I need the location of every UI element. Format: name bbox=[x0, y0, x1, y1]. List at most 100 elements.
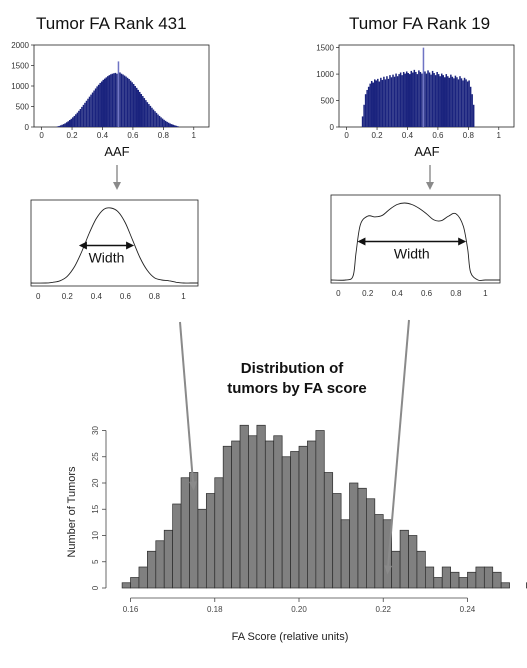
right-hist-bar bbox=[398, 74, 400, 127]
left-hist-bar bbox=[96, 86, 98, 127]
right-hist-bar bbox=[384, 79, 387, 127]
fa-dist-bar bbox=[425, 566, 435, 589]
left-hist-bar bbox=[125, 76, 127, 127]
left-hist-bar bbox=[69, 120, 71, 127]
left-hist-bar bbox=[158, 115, 161, 127]
right-hist-bar bbox=[404, 73, 406, 127]
right-hist-bar bbox=[392, 74, 394, 127]
right-hist-bar bbox=[386, 76, 388, 127]
fa-score-distribution: 0 5 10 15 20 25 30 0.16 0.18 0.20 0.22 0.24 FA Sco… bbox=[66, 424, 527, 643]
right-density-xtick-label: 0.8 bbox=[450, 289, 462, 298]
right-hist-ytick-label: 1000 bbox=[316, 70, 334, 79]
fa-dist-bar bbox=[180, 477, 190, 589]
left-hist-bar bbox=[90, 94, 92, 127]
left-hist-bar bbox=[154, 111, 156, 127]
left-hist-xtick-label: 0.8 bbox=[158, 131, 170, 140]
right-hist-bar bbox=[471, 94, 473, 127]
left-hist-xlabel: AAF bbox=[104, 144, 129, 159]
right-hist-bar bbox=[442, 75, 444, 127]
right-hist-bar bbox=[422, 47, 425, 127]
right-hist-bar bbox=[416, 74, 419, 127]
left-hist-xtick-label: 0.2 bbox=[66, 131, 78, 140]
right-hist-bar bbox=[430, 74, 432, 127]
fa-dist-bar bbox=[130, 577, 140, 589]
fa-dist-bar bbox=[416, 550, 426, 589]
fa-dist-bar bbox=[391, 550, 401, 589]
left-to-dist-arrow bbox=[179, 321, 197, 491]
fa-dist-xtick-label: 0.18 bbox=[207, 605, 223, 614]
right-density-xtick-label: 0.6 bbox=[421, 289, 433, 298]
left-hist-bar bbox=[116, 73, 118, 127]
left-density-xtick-label: 0.2 bbox=[62, 292, 74, 301]
left-hist-bar bbox=[123, 75, 126, 127]
fa-dist-bar bbox=[281, 456, 291, 589]
fa-dist-bar bbox=[500, 582, 510, 589]
left-hist-ytick-label: 1000 bbox=[11, 82, 29, 91]
fa-dist-bar bbox=[231, 440, 241, 589]
right-hist-xtick-label: 1 bbox=[497, 131, 502, 140]
left-hist-bar bbox=[111, 73, 114, 127]
fa-dist-bar bbox=[450, 571, 460, 589]
right-hist-ytick-label: 0 bbox=[330, 123, 335, 132]
fa-dist-ytick-label: 10 bbox=[91, 531, 100, 540]
left-hist-xtick-label: 1 bbox=[192, 131, 197, 140]
right-density-xtick-label: 0 bbox=[336, 289, 341, 298]
left-hist-bar bbox=[87, 98, 89, 127]
caption-line-1: Distribution of bbox=[241, 360, 344, 377]
right-hist-bar bbox=[439, 76, 441, 127]
right-hist-bar bbox=[367, 86, 370, 127]
right-hist-bar bbox=[433, 73, 435, 127]
right-hist-bar bbox=[393, 76, 396, 127]
right-hist-bar bbox=[444, 77, 446, 127]
right-hist-bar bbox=[363, 104, 365, 127]
right-hist-bar bbox=[412, 72, 414, 127]
left-hist-bar bbox=[76, 112, 79, 127]
right-down-arrow bbox=[426, 165, 434, 190]
right-hist-bar bbox=[469, 86, 472, 127]
fa-dist-bar bbox=[197, 508, 207, 589]
left-hist-bar bbox=[161, 118, 164, 127]
fa-dist-bar bbox=[340, 519, 350, 589]
left-hist-bar bbox=[99, 82, 101, 127]
left-hist-bar bbox=[64, 123, 66, 127]
left-hist-bar bbox=[113, 73, 115, 127]
fa-dist-bar bbox=[298, 445, 308, 589]
right-hist-ytick-label: 1500 bbox=[316, 44, 334, 53]
left-hist-bar bbox=[59, 125, 62, 127]
right-hist-xtick-label: 0 bbox=[344, 131, 349, 140]
right-hist-bar bbox=[468, 80, 470, 127]
right-hist-bar bbox=[409, 74, 411, 127]
left-hist-bar bbox=[167, 122, 170, 127]
right-hist-title: Tumor FA Rank 19 bbox=[349, 14, 490, 33]
fa-dist-xtick-label: 0.20 bbox=[291, 605, 307, 614]
right-hist-bar bbox=[378, 81, 381, 127]
left-hist-ytick-label: 500 bbox=[16, 103, 30, 112]
left-hist-bar bbox=[108, 75, 111, 127]
right-hist-bar bbox=[450, 74, 452, 127]
fa-dist-bar bbox=[256, 424, 266, 589]
fa-dist-bar bbox=[222, 445, 232, 589]
fa-dist-bar bbox=[163, 529, 173, 589]
fa-dist-bar bbox=[214, 477, 224, 589]
left-hist-bar bbox=[152, 109, 155, 127]
left-hist-bar bbox=[100, 81, 103, 127]
right-hist-bar bbox=[366, 89, 368, 127]
left-aaf-histogram: 0 0.2 0.4 0.6 0.8 1 0 500 1000 1500 2000 AAF bbox=[11, 41, 210, 159]
left-hist-bar bbox=[117, 61, 120, 127]
left-hist-bar bbox=[65, 122, 68, 127]
left-hist-bar bbox=[114, 72, 117, 127]
fa-dist-bar bbox=[273, 435, 283, 589]
right-hist-bar bbox=[447, 76, 449, 127]
left-hist-bar bbox=[128, 79, 130, 127]
right-hist-bar bbox=[431, 70, 434, 127]
left-density-xtick-label: 0.4 bbox=[91, 292, 103, 301]
right-hist-bar bbox=[383, 76, 385, 127]
left-hist-bar bbox=[134, 86, 136, 127]
left-hist-bar bbox=[143, 98, 146, 127]
right-hist-xtick-label: 0.8 bbox=[463, 131, 475, 140]
left-hist-bar bbox=[148, 104, 150, 127]
right-hist-bar bbox=[389, 75, 391, 127]
right-hist-bar bbox=[457, 79, 460, 127]
left-hist-bar bbox=[132, 83, 135, 127]
left-hist-bar bbox=[142, 96, 144, 127]
